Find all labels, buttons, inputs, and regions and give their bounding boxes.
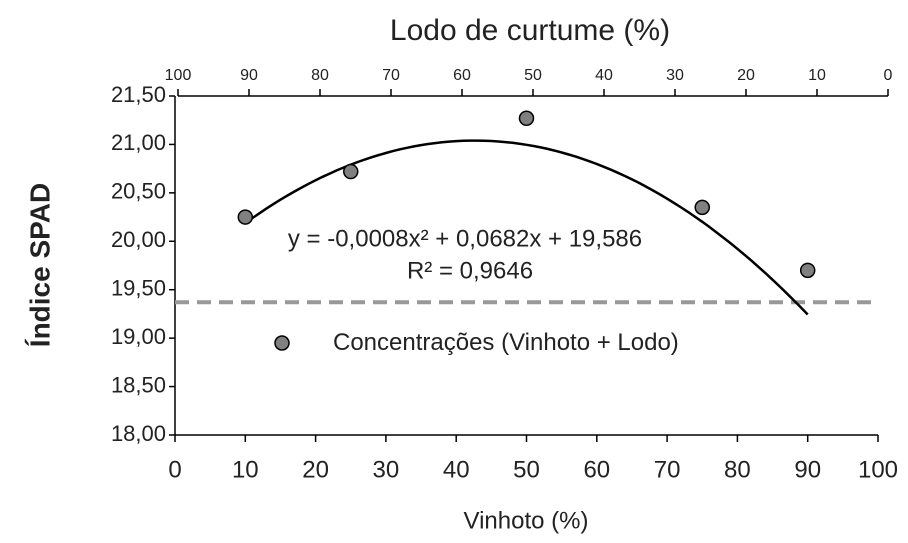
x-tick-label: 0: [168, 456, 181, 483]
point: [518, 110, 535, 127]
x2-tick-label: 0: [884, 67, 893, 84]
x-tick-label: 20: [302, 456, 329, 483]
legend-marker: [274, 335, 290, 351]
trendline: [244, 139, 809, 316]
x-tick-label: 60: [583, 456, 610, 483]
x2-tick-label: 30: [666, 67, 684, 84]
x-tick-label: 40: [443, 456, 470, 483]
y-tick-label: 20,50: [111, 179, 166, 204]
y-axis-label: Índice SPAD: [24, 183, 55, 347]
x2-tick-label: 100: [165, 67, 192, 84]
trend-equation: y = -0,0008x² + 0,0682x + 19,586: [288, 225, 642, 252]
y-tick-label: 18,00: [111, 421, 166, 446]
x2-tick-label: 70: [382, 67, 400, 84]
y-tick-label: 19,00: [111, 324, 166, 349]
x-axis-label: Vinhoto (%): [464, 507, 589, 534]
x-tick-label: 90: [794, 456, 821, 483]
y-tick-label: 21,50: [111, 82, 166, 107]
y-tick-label: 18,50: [111, 372, 166, 397]
x2-tick-label: 10: [808, 67, 826, 84]
x2-tick-label: 60: [453, 67, 471, 84]
point: [799, 262, 816, 279]
y-tick-label: 20,00: [111, 227, 166, 252]
x-tick-label: 70: [654, 456, 681, 483]
x2-tick-label: 40: [595, 67, 613, 84]
legend-label: Concentrações (Vinhoto + Lodo): [333, 329, 679, 356]
y-tick-label: 21,00: [111, 130, 166, 155]
point: [694, 199, 710, 216]
x2-tick-label: 90: [240, 67, 258, 84]
x2-tick-label: 80: [311, 67, 329, 84]
trend-r2: R² = 0,9646: [407, 257, 533, 284]
y-tick-label: 19,50: [111, 276, 166, 301]
x-tick-label: 30: [373, 456, 400, 483]
x-tick-label: 100: [858, 456, 898, 483]
point: [343, 163, 359, 180]
x2-axis-label: Lodo de curtume (%): [390, 14, 670, 47]
x-tick-label: 50: [513, 456, 540, 483]
x2-tick-label: 20: [737, 67, 755, 84]
x2-tick-label: 50: [524, 67, 542, 84]
point: [237, 209, 254, 225]
x-tick-label: 10: [232, 456, 259, 483]
x-tick-label: 80: [724, 456, 751, 483]
